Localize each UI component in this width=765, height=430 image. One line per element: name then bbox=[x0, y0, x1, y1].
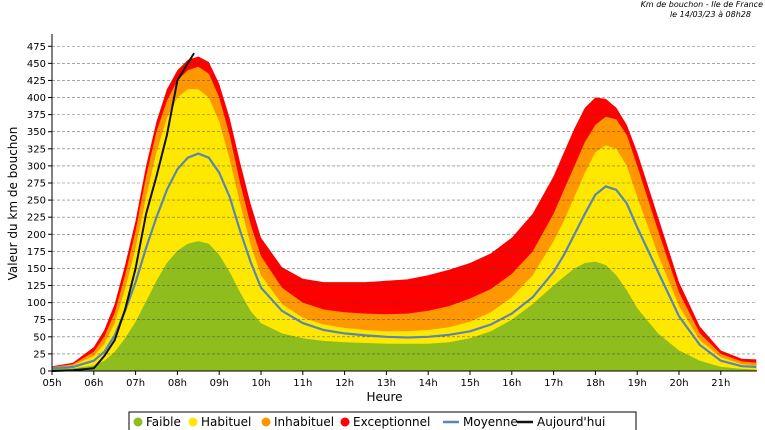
x-tick-label: 05h bbox=[42, 378, 61, 389]
y-tick-label: 375 bbox=[27, 110, 46, 121]
x-tick-label: 19h bbox=[628, 378, 647, 389]
line-series bbox=[51, 52, 757, 372]
x-axis-label: Heure bbox=[366, 390, 402, 404]
x-tick-label: 07h bbox=[126, 378, 145, 389]
legend-swatch-exceptionnel bbox=[340, 417, 350, 427]
y-tick-label: 200 bbox=[27, 230, 46, 241]
legend-swatch-habituel bbox=[188, 417, 198, 427]
legend-swatch-faible bbox=[133, 417, 143, 427]
y-tick-label: 425 bbox=[27, 76, 46, 87]
x-tick-label: 12h bbox=[335, 378, 354, 389]
x-tick-label: 14h bbox=[419, 378, 438, 389]
y-tick-label: 125 bbox=[27, 281, 46, 292]
legend: Faible Habituel Inhabituel Exceptionnel Moye… bbox=[128, 411, 637, 430]
y-tick-label: 50 bbox=[33, 332, 46, 343]
chart-timestamp: le 14/03/23 à 08h28 bbox=[669, 10, 751, 19]
legend-label-exceptionnel: Exceptionnel bbox=[353, 415, 430, 429]
x-tick-label: 11h bbox=[293, 378, 312, 389]
x-tick-label: 16h bbox=[502, 378, 521, 389]
series-line-aujourdhui bbox=[51, 52, 195, 372]
x-tick-label: 21h bbox=[711, 378, 730, 389]
y-tick-label: 350 bbox=[27, 127, 46, 138]
x-tick-label: 13h bbox=[377, 378, 396, 389]
y-tick-label: 475 bbox=[27, 42, 46, 53]
series-line-moyenne bbox=[51, 152, 757, 370]
y-tick-label: 75 bbox=[33, 315, 46, 326]
x-tick-label: 10h bbox=[251, 378, 270, 389]
area-faible bbox=[52, 241, 757, 371]
x-tick-label: 09h bbox=[210, 378, 229, 389]
legend-label-aujourdhui: Aujourd'hui bbox=[537, 415, 605, 429]
x-tick-label: 08h bbox=[168, 378, 187, 389]
y-tick-label: 175 bbox=[27, 247, 46, 258]
x-tick-label: 18h bbox=[586, 378, 605, 389]
axes bbox=[51, 34, 757, 372]
legend-box bbox=[128, 411, 637, 430]
chart-source-title: Km de bouchon - Ile de France bbox=[640, 0, 763, 9]
y-tick-label: 25 bbox=[33, 349, 46, 360]
area-layers bbox=[52, 56, 757, 372]
y-tick-label: 325 bbox=[27, 144, 46, 155]
y-tick-label: 150 bbox=[27, 264, 46, 275]
y-tick-label: 0 bbox=[40, 367, 46, 378]
legend-label-inhabituel: Inhabituel bbox=[274, 415, 334, 429]
y-axis-label: Valeur du km de bouchon bbox=[6, 127, 20, 281]
grid-lines bbox=[52, 45, 757, 355]
y-tick-label: 450 bbox=[27, 59, 46, 70]
y-tick-label: 100 bbox=[27, 298, 46, 309]
y-tick-labels: 0 25 50 75 100 125 150 175 200 225 250 275 300 325 350… bbox=[27, 42, 52, 378]
legend-label-moyenne: Moyenne bbox=[463, 415, 518, 429]
x-tick-labels: 05h 06h 07h 08h 09h 10h 11h 12h 13h 14h 15h 16h 17h 1… bbox=[42, 371, 730, 389]
y-tick-label: 275 bbox=[27, 178, 46, 189]
x-tick-label: 15h bbox=[460, 378, 479, 389]
y-tick-label: 225 bbox=[27, 213, 46, 224]
x-tick-label: 20h bbox=[669, 378, 688, 389]
y-tick-label: 400 bbox=[27, 93, 46, 104]
legend-label-habituel: Habituel bbox=[201, 415, 251, 429]
x-tick-label: 06h bbox=[84, 378, 103, 389]
x-tick-label: 17h bbox=[544, 378, 563, 389]
legend-swatch-inhabituel bbox=[261, 417, 271, 427]
legend-label-faible: Faible bbox=[146, 415, 181, 429]
y-tick-label: 300 bbox=[27, 161, 46, 172]
y-tick-label: 250 bbox=[27, 196, 46, 207]
